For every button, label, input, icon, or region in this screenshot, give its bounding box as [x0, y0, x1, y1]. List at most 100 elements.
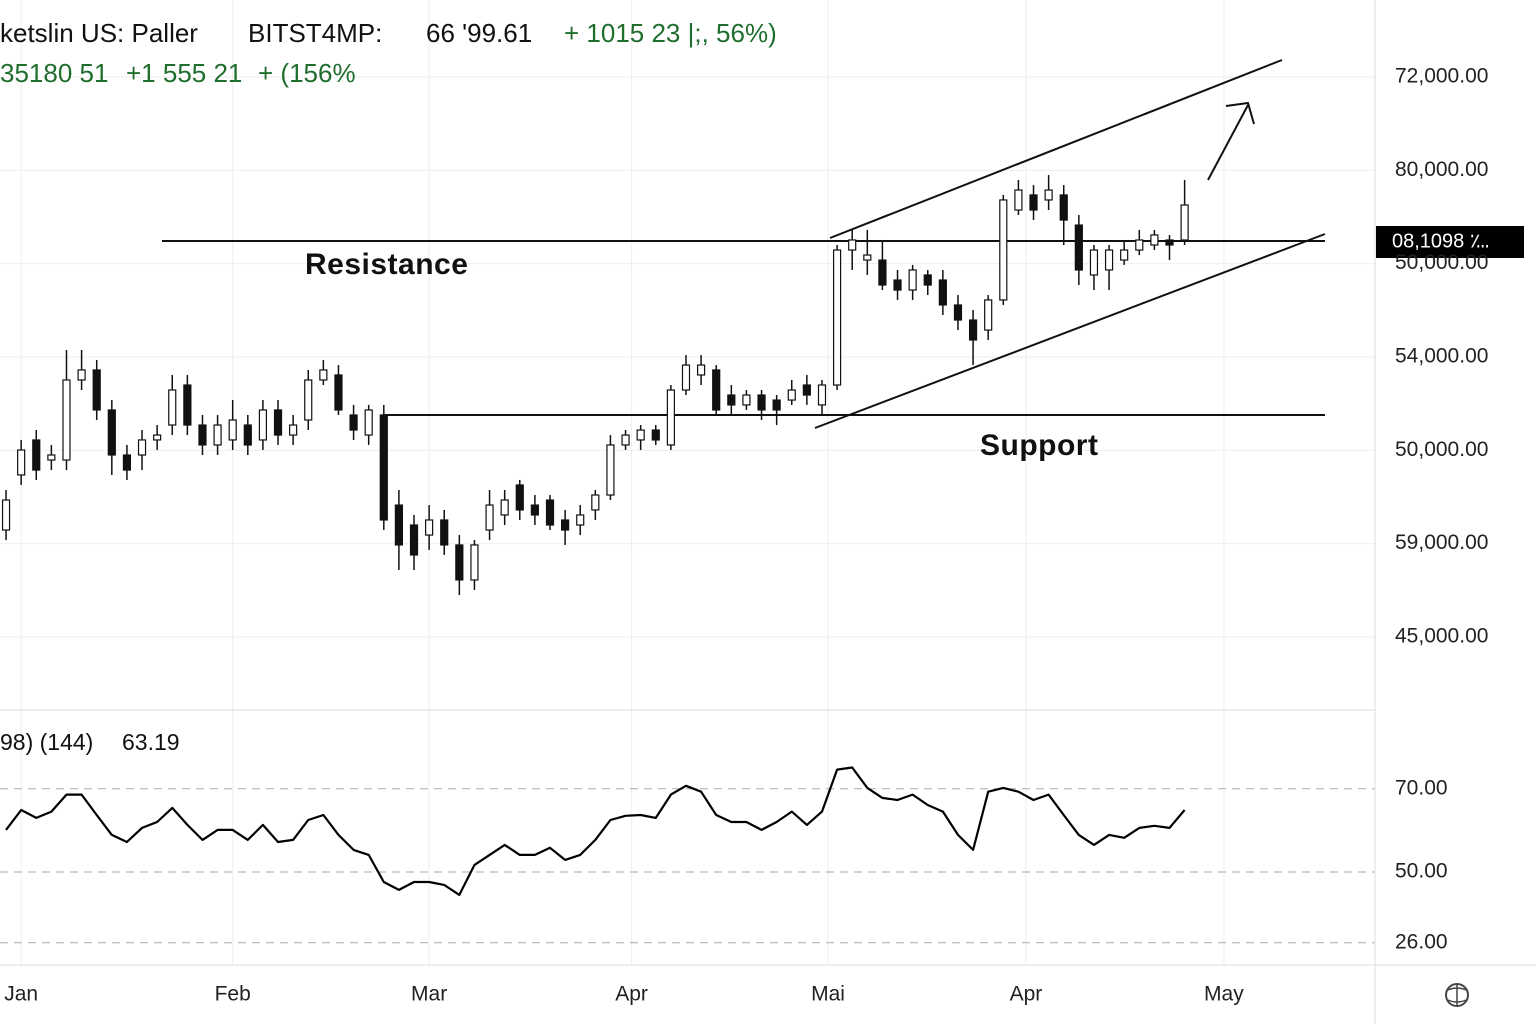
candle-body: [1074, 224, 1083, 271]
candle-body: [319, 369, 328, 381]
channel-upper: [829, 59, 1283, 239]
sub-pct: + (156%: [258, 58, 356, 88]
candle-body: [696, 364, 706, 376]
candle-body: [228, 419, 237, 441]
candle-body: [530, 504, 539, 516]
candle-body: [651, 429, 660, 441]
x-tick-label: May: [1204, 983, 1244, 1006]
candle-body: [394, 504, 404, 546]
y-tick-label: 50,000.00: [1395, 251, 1488, 274]
candle-body: [591, 494, 600, 511]
candle-body: [545, 499, 555, 526]
indicator-title: 98) (144): [0, 729, 93, 755]
y-tick-label: 54,000.00: [1395, 345, 1488, 368]
y-tick-label: 80,000.00: [1395, 158, 1488, 181]
channel-lower: [814, 233, 1326, 429]
candle-body: [243, 424, 252, 446]
x-tick-label: Jan: [4, 983, 38, 1006]
candle-body: [500, 499, 509, 516]
candle-body: [938, 279, 947, 306]
candle-body: [137, 439, 147, 456]
candle-body: [576, 514, 585, 526]
x-tick-label: Apr: [1010, 983, 1043, 1006]
marks: [1, 175, 1189, 896]
y-tick-label: 72,000.00: [1395, 65, 1488, 88]
y-tick-label: 50.00: [1395, 860, 1448, 883]
candle-body: [379, 414, 388, 521]
candle-body: [681, 364, 691, 391]
candle-body: [485, 504, 494, 531]
candle-body: [742, 394, 751, 406]
candle-body: [712, 369, 721, 411]
sub-value: 35180 51: [0, 58, 108, 88]
candle-body: [893, 279, 902, 291]
candle-body: [32, 439, 41, 471]
resistance-label: Resistance: [305, 248, 468, 281]
y-tick-label: 26.00: [1395, 930, 1448, 953]
indicator-value: 63.19: [122, 729, 180, 755]
y-tick-label: 50,000.00: [1395, 438, 1488, 461]
candle-body: [1135, 239, 1144, 251]
candle-body: [878, 259, 887, 286]
candle-body: [772, 399, 781, 411]
x-tick-label: Feb: [215, 983, 251, 1006]
candle-body: [122, 454, 132, 471]
candle-body: [289, 424, 298, 436]
price-badge-text: 08,1098 ؊: [1392, 230, 1489, 252]
candle-body: [440, 519, 449, 546]
candle-body: [47, 454, 56, 461]
candle-body: [334, 374, 343, 411]
candle-body: [1089, 249, 1099, 276]
candle-body: [968, 319, 978, 341]
y-tick-label: 70.00: [1395, 776, 1448, 799]
price-badge: [1376, 226, 1524, 258]
candle-body: [183, 384, 192, 426]
candle-body: [1014, 189, 1023, 211]
candle-body: [666, 389, 675, 446]
candle-body: [455, 544, 464, 581]
candle-body: [863, 254, 872, 261]
candle-body: [168, 389, 177, 426]
candle-body: [817, 384, 827, 406]
candle-body: [636, 429, 645, 441]
candle-body: [908, 269, 917, 291]
candle-body: [92, 369, 101, 411]
candle-body: [923, 274, 932, 286]
candle-body: [1120, 249, 1129, 261]
sub-change: +1 555 21: [126, 58, 242, 88]
candle-body: [304, 379, 313, 421]
y-tick-label: 45,000.00: [1395, 625, 1488, 648]
candle-body: [198, 424, 207, 446]
exchange: BITST4MP:: [248, 18, 382, 48]
candle-body: [153, 434, 162, 441]
indicator-line: [5, 766, 1186, 896]
settings-icon[interactable]: [1445, 983, 1469, 1007]
candle-body: [409, 524, 419, 556]
candle-body: [1104, 249, 1114, 271]
candle-body: [984, 299, 993, 331]
candle-body: [425, 519, 434, 536]
candle-body: [848, 239, 857, 251]
candle-body: [953, 304, 963, 321]
candle-body: [1165, 239, 1174, 246]
symbol: ketslin US: Paller: [0, 18, 198, 48]
candle-body: [832, 249, 842, 386]
candle-body: [1029, 194, 1038, 211]
y-tick-label: 59,000.00: [1395, 531, 1488, 554]
candle-body: [273, 409, 283, 436]
x-tick-label: Apr: [615, 983, 648, 1006]
candle-body: [349, 414, 358, 431]
candle-body: [62, 379, 71, 461]
candle-body: [999, 199, 1008, 301]
candle-body: [621, 434, 630, 446]
candle-body: [213, 424, 222, 446]
candle-body: [1, 499, 11, 531]
candle-body: [787, 389, 796, 401]
candle-body: [77, 369, 86, 381]
candle-body: [727, 394, 736, 406]
arrow: [1207, 101, 1255, 181]
candle-body: [1180, 204, 1189, 241]
support-label: Support: [980, 429, 1098, 462]
